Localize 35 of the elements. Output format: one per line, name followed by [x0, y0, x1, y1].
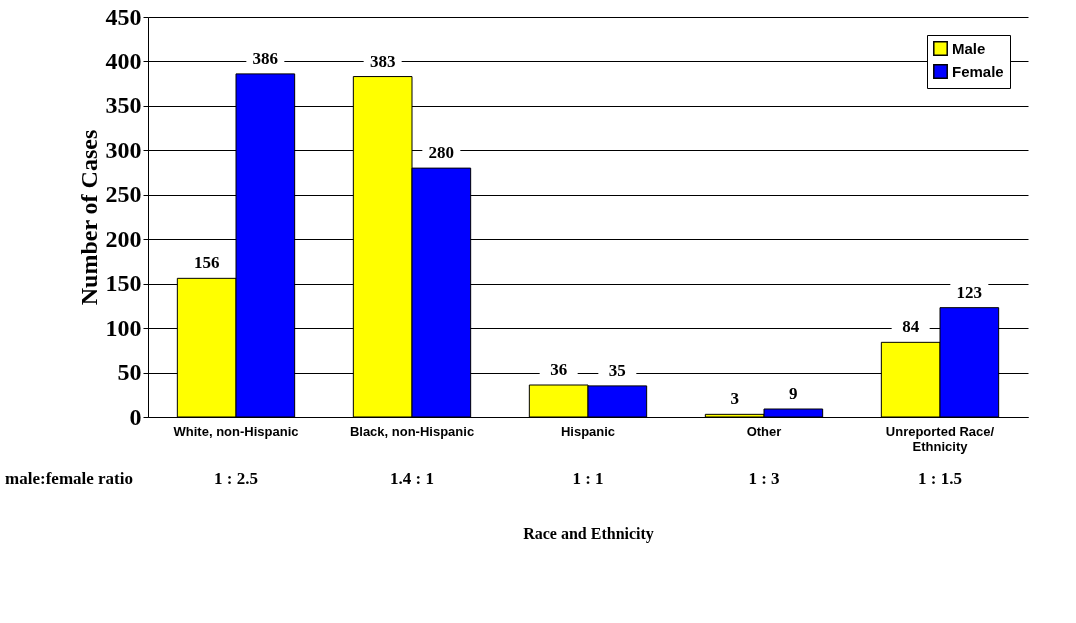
data-label: 3 — [730, 389, 739, 409]
data-label: 123 — [956, 282, 983, 302]
y-tick-label: 450 — [105, 3, 142, 30]
data-label: 383 — [369, 51, 396, 71]
x-tick-label: Black, non-Hispanic — [349, 423, 475, 439]
data-label: 35 — [608, 360, 626, 380]
y-tick-label: 400 — [105, 47, 142, 74]
legend-label: Male — [952, 39, 986, 57]
y-axis-title: Number of Cases — [75, 129, 102, 306]
y-tick-label: 100 — [105, 314, 142, 341]
text: male:female ratio — [5, 469, 133, 488]
x-tick-label: White, non-Hispanic — [173, 423, 299, 439]
x-tick-label: Other — [746, 423, 782, 439]
data-label: 36 — [550, 360, 568, 379]
y-tick-label: 350 — [105, 92, 142, 119]
text: 1 : 3 — [748, 469, 780, 488]
text: 1.4 : 1 — [390, 469, 434, 488]
text: 1 : 1.5 — [918, 469, 962, 488]
data-label: 156 — [193, 253, 220, 273]
y-tick-label: 300 — [105, 136, 142, 163]
data-label: 386 — [252, 48, 279, 68]
data-label: 280 — [428, 143, 455, 163]
y-tick-label: 200 — [105, 225, 142, 252]
x-axis-title: Race and Ethnicity — [523, 524, 654, 543]
y-tick-label: 250 — [105, 181, 142, 208]
y-tick-label: 50 — [117, 359, 142, 386]
data-label: 9 — [789, 384, 798, 403]
y-tick-label: 0 — [129, 403, 142, 430]
x-tick-label: Hispanic — [560, 423, 616, 439]
legend-label: Female — [952, 62, 1004, 80]
data-label: 84 — [902, 317, 920, 337]
y-tick-label: 150 — [105, 270, 142, 297]
text: 1 : 1 — [572, 469, 604, 488]
x-tick-label: Unreported Race/ Ethnicity — [885, 423, 995, 454]
text: 1 : 2.5 — [214, 469, 258, 488]
